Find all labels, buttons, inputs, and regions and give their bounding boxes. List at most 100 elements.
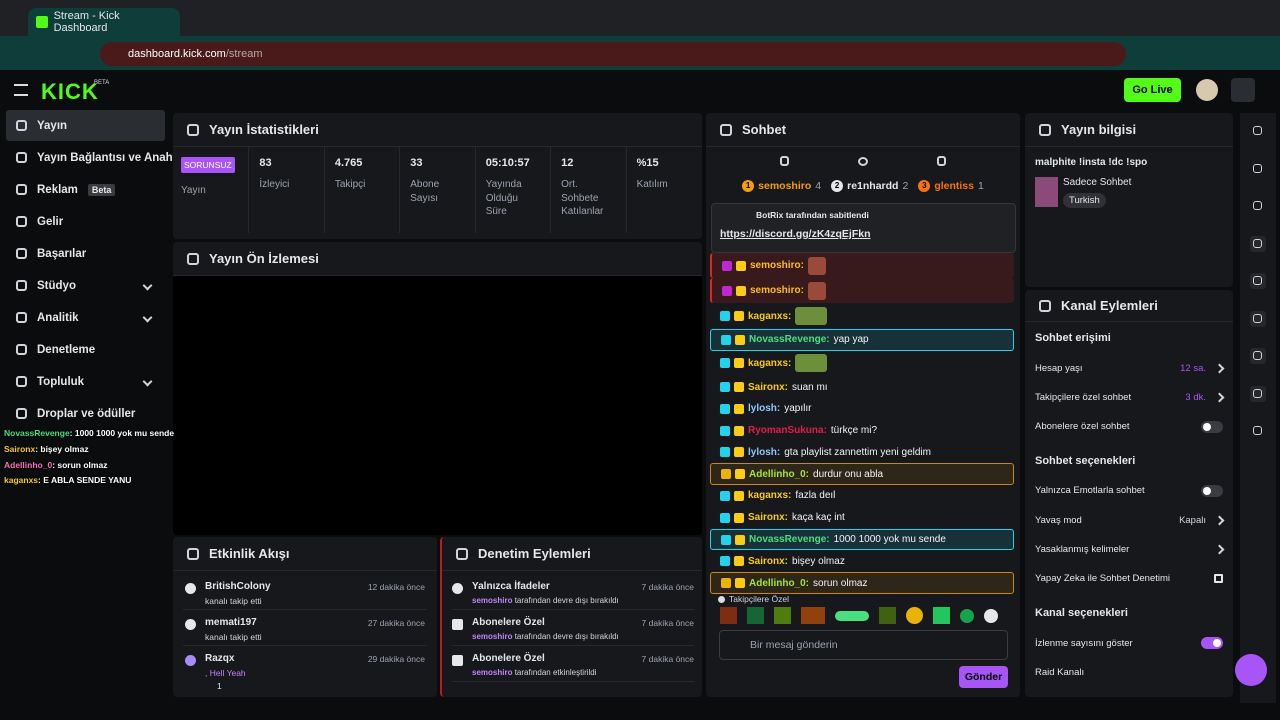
emote[interactable] <box>906 607 923 624</box>
badge <box>720 311 730 322</box>
avatar[interactable] <box>1196 79 1218 101</box>
action-text: tarafından devre dışı bırakıldı <box>514 596 619 605</box>
row-value: Kapalı <box>1179 514 1206 526</box>
stat-cell: 4.765 Takipçi <box>325 147 401 233</box>
chat-text: durdur onu abla <box>813 468 884 480</box>
logo[interactable]: KICK <box>41 79 99 104</box>
chat-message: kaganxs: fazla deıl <box>710 485 1014 506</box>
sidebar-item[interactable]: Denetleme <box>6 334 165 365</box>
kick-topbar: KICK BETA Go Live <box>0 70 1280 110</box>
tool-button[interactable] <box>936 156 946 166</box>
sidebar-label: Gelir <box>37 215 64 228</box>
chat-message: semoshiro: <box>710 253 1014 278</box>
rail-button[interactable] <box>1250 273 1266 289</box>
stat-cell: 33 Abone Sayısı <box>400 147 476 233</box>
chat-input[interactable]: Bir mesaj gönderin <box>719 630 1008 660</box>
send-button[interactable]: Gönder <box>959 666 1008 688</box>
emote[interactable] <box>984 608 998 623</box>
sidebar-item[interactable]: Droplar ve ödüller <box>6 398 165 429</box>
sidebar-item[interactable]: Reklam Beta <box>6 174 165 205</box>
emote[interactable] <box>774 607 791 624</box>
badge <box>736 285 746 296</box>
activity-item: memati197 kanalı takip etti 27 dakika önce <box>183 613 427 646</box>
stat-value: 12 <box>561 157 574 169</box>
emote[interactable] <box>720 607 737 624</box>
row-label: Yalnızca Emotlarla sohbet <box>1035 485 1145 497</box>
action-row[interactable]: Yapay Zeka ile Sohbet Denetimi <box>1035 571 1223 587</box>
sidebar-item[interactable]: Yayın Bağlantısı ve Anahtarı <box>6 142 191 173</box>
action-row[interactable]: İzlenme sayısını göster <box>1035 635 1223 651</box>
rail-button[interactable] <box>1250 235 1266 252</box>
rail-button[interactable] <box>1250 123 1266 139</box>
action-row[interactable]: Raid Kanalı <box>1035 664 1223 680</box>
moderation-item: Abonelere Özel semoshiro tarafından devre… <box>452 613 694 646</box>
rail-button[interactable] <box>1250 423 1266 439</box>
event-icon <box>185 619 196 630</box>
icon <box>16 120 27 131</box>
chevron <box>1214 515 1225 526</box>
badge <box>734 425 744 436</box>
badge <box>721 578 731 589</box>
emote[interactable] <box>960 608 974 623</box>
tag[interactable]: Turkish <box>1063 193 1106 208</box>
status-badge: SORUNSUZ <box>181 157 235 173</box>
emote[interactable] <box>879 607 896 624</box>
chat-user: lylosh: <box>748 403 781 415</box>
emote[interactable] <box>801 607 825 624</box>
browser-tab[interactable]: Stream - Kick Dashboard <box>28 8 180 36</box>
icon <box>1039 299 1051 312</box>
chat-user: kaganxs: <box>748 490 792 502</box>
badge <box>734 382 744 393</box>
top-user: glentiss <box>934 180 974 192</box>
sidebar-item[interactable]: Yayın <box>6 110 165 141</box>
top-chatter: 2 re1nhardd 2 <box>831 180 908 192</box>
action-row[interactable]: Yalnızca Emotlarla sohbet <box>1035 483 1223 499</box>
emote[interactable] <box>747 607 764 624</box>
menu-button[interactable] <box>14 84 28 96</box>
sidebar-label: Denetleme <box>37 343 96 356</box>
badge <box>722 260 732 271</box>
stat-label: Ort. Sohbete Katılanlar <box>561 179 604 217</box>
action-line: semoshiro tarafından etkinleştirildi <box>472 668 597 677</box>
dashboard-switch[interactable] <box>1231 78 1255 102</box>
rail-button[interactable] <box>1250 310 1266 327</box>
action-row[interactable]: Takipçilere özel sohbet 3 dk. <box>1035 389 1225 405</box>
rail-button[interactable] <box>1250 348 1266 364</box>
chat-message: NovassRevenge: yap yap <box>710 329 1014 351</box>
pinned-link[interactable]: https://discord.gg/zK4zqEjFkn <box>720 228 871 240</box>
icon <box>16 312 27 323</box>
row-control <box>1201 637 1223 650</box>
emote <box>795 307 828 326</box>
rail-button[interactable] <box>1250 198 1266 214</box>
sidebar-item[interactable]: Gelir <box>6 206 165 237</box>
sidebar-item[interactable]: Stüdyo <box>6 270 165 301</box>
icon <box>1253 276 1262 285</box>
address-bar[interactable]: dashboard.kick.com/stream <box>100 42 1126 66</box>
action-row[interactable]: Yavaş mod Kapalı <box>1035 512 1225 528</box>
stat-cell: SORUNSUZ Yayın <box>173 147 250 233</box>
action-row[interactable]: Hesap yaşı 12 sa. <box>1035 360 1225 376</box>
badge <box>721 334 731 345</box>
sidebar-item[interactable]: Analitik <box>6 302 165 333</box>
action-row[interactable]: Abonelere özel sohbet <box>1035 419 1223 435</box>
category[interactable]: Sadece Sohbet <box>1063 177 1132 188</box>
chat-text: sorun olmaz <box>813 577 868 589</box>
row-label: Hesap yaşı <box>1035 362 1083 374</box>
category-thumbnail <box>1035 177 1058 207</box>
icon <box>1253 388 1262 398</box>
go-live-button[interactable]: Go Live <box>1124 78 1181 102</box>
tool-button[interactable] <box>780 156 790 166</box>
sidebar-item[interactable]: Topluluk <box>6 366 165 397</box>
action-row[interactable]: Yasaklanmış kelimeler <box>1035 542 1225 558</box>
sidebar-item[interactable]: Başarılar <box>6 238 165 269</box>
emote[interactable] <box>835 610 869 621</box>
help-button[interactable] <box>1235 654 1267 686</box>
event-text: kanalı takip etti <box>205 596 262 606</box>
rank-badge: 2 <box>831 180 844 192</box>
rail-button[interactable] <box>1250 385 1266 402</box>
rail-button[interactable] <box>1250 161 1266 177</box>
tool-button[interactable] <box>857 156 868 166</box>
badge <box>720 556 730 567</box>
emote[interactable] <box>933 607 950 624</box>
chat-text: 1000 1000 yok mu sende <box>833 534 946 545</box>
